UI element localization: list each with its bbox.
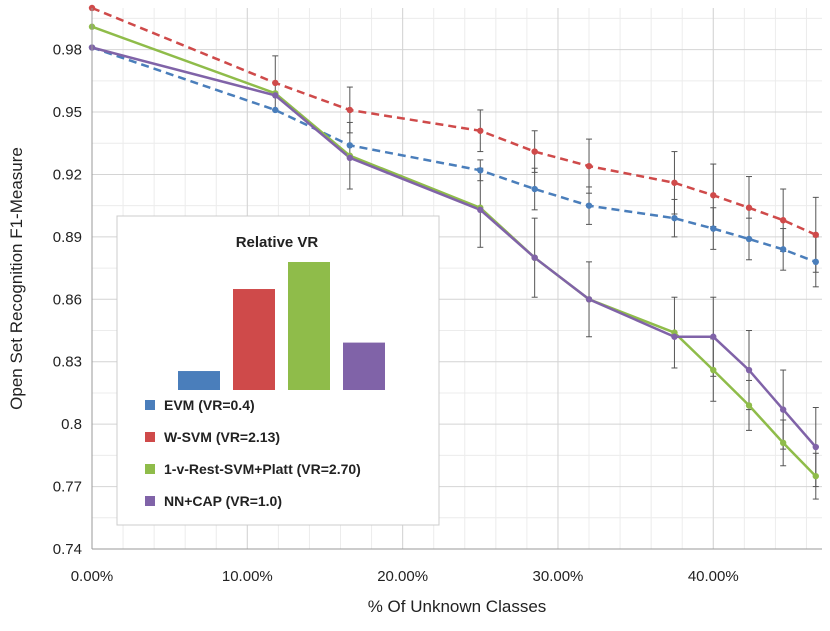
series-line [91,6,817,236]
data-point [671,214,678,222]
legend-box: Relative VR EVM (VR=0.4) W-SVM (VR=2.13) 1… [116,215,440,526]
legend-items: EVM (VR=0.4) W-SVM (VR=2.13) 1-v-Rest-SVM+… [145,397,361,509]
data-point [812,472,819,480]
data-point [710,333,717,340]
data-point [477,127,484,134]
y-tick-label: 0.8 [61,416,82,433]
data-point [671,333,678,340]
data-point [710,225,717,232]
data-point [346,106,354,114]
y-tick-label: 0.77 [53,479,82,496]
data-point [272,92,279,99]
data-point [585,202,593,209]
inset-bar [178,371,220,390]
data-point [585,162,593,170]
legend-background [116,215,440,526]
y-tick-label: 0.89 [53,229,82,246]
legend-swatch [145,496,155,506]
legend-label: EVM (VR=0.4) [164,397,255,413]
x-tick-label: 40.00% [688,568,739,585]
x-tick-label: 20.00% [377,568,428,585]
y-tick-label: 0.98 [53,42,82,59]
x-tick-label: 30.00% [533,568,584,585]
y-tick-label: 0.95 [53,104,82,121]
inset-bars [178,262,385,390]
x-axis-title: % Of Unknown Classes [368,597,547,616]
data-point [779,246,787,253]
data-point [531,148,538,155]
inset-bar [233,289,275,390]
legend-label: 1-v-Rest-SVM+Platt (VR=2.70) [164,461,361,477]
y-tick-label: 0.83 [53,354,82,371]
y-tick-label: 0.74 [53,541,82,558]
y-tick-label: 0.92 [53,166,82,183]
data-point [710,366,717,374]
tick-labels: 0.74 0.77 0.8 0.83 0.86 0.89 0.92 0.95 0.98 0.00%… [53,42,739,585]
data-point [531,185,538,193]
data-point [779,439,787,447]
data-point [745,366,753,374]
legend-swatch [145,432,155,442]
data-point [779,406,787,413]
data-point [346,154,354,162]
data-point [477,167,484,174]
legend-label: NN+CAP (VR=1.0) [164,493,282,509]
data-point [346,142,354,149]
data-point [272,106,279,114]
x-tick-label: 0.00% [71,568,114,585]
data-point [812,443,819,451]
legend-label: W-SVM (VR=2.13) [164,429,280,445]
data-point [745,204,753,211]
inset-title: Relative VR [236,234,319,251]
data-point [585,296,593,303]
y-axis-title: Open Set Recognition F1-Measure [7,147,26,410]
data-point [745,402,753,409]
y-tick-label: 0.86 [53,291,82,308]
data-point [272,79,279,87]
data-point [477,206,484,214]
x-tick-label: 10.00% [222,568,273,585]
legend-swatch [145,464,155,474]
data-point [710,192,717,199]
data-point [812,231,819,239]
data-point [812,258,819,266]
data-point [531,254,538,261]
data-point [779,217,787,224]
inset-bar [288,262,330,390]
data-point [745,235,753,243]
axes [91,8,822,550]
data-point [671,179,678,186]
inset-bar [343,342,385,390]
legend-swatch [145,400,155,410]
